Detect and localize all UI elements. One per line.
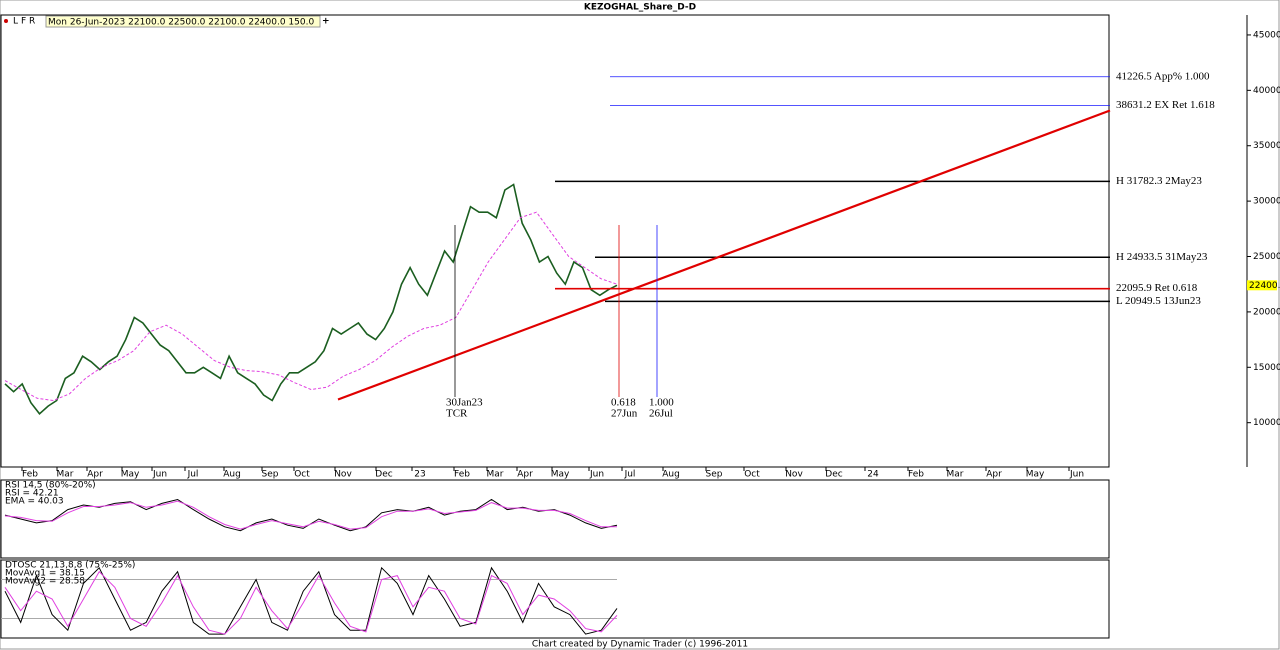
series-line xyxy=(4,570,618,635)
x-tick-label: Jul xyxy=(187,470,199,480)
legend-entry: MovAvg1 = 38.15 xyxy=(5,569,85,579)
x-tick-label: Sep xyxy=(262,470,279,480)
toolbar-dot xyxy=(4,19,8,23)
marker-label: 26Jul xyxy=(649,408,673,420)
marker-label: 0.618 xyxy=(611,397,636,409)
x-tick-label: Sep xyxy=(706,470,723,480)
panel-title: RSI 14,5 (80%-20%) xyxy=(5,481,96,491)
quote-bar: Mon 26-Jun-2023 22100.0 22500.0 22100.0 … xyxy=(48,18,314,28)
legend-entry: MovAvg2 = 28.58 xyxy=(5,577,85,587)
level-label: L 20949.5 13Jun23 xyxy=(1116,295,1201,307)
x-tick-label: Feb xyxy=(454,470,470,480)
trendline xyxy=(337,109,1111,401)
x-tick-label: Oct xyxy=(294,470,310,480)
level-label: 22095.9 Ret 0.618 xyxy=(1116,282,1198,294)
x-tick-label: Nov xyxy=(785,470,803,480)
series-line xyxy=(4,183,618,415)
marker-label: TCR xyxy=(446,408,468,420)
series-line xyxy=(4,211,618,402)
series-line xyxy=(4,566,618,635)
level-label: 41226.5 App% 1.000 xyxy=(1116,70,1210,82)
y-tick-label: 10000.0 xyxy=(1253,418,1280,428)
last-price-label: 22400.0 xyxy=(1249,281,1280,291)
rsi-panel xyxy=(0,479,1110,559)
legend-entry: RSI = 42.21 xyxy=(5,489,59,499)
x-tick-label: Oct xyxy=(744,470,760,480)
x-tick-label: Jun xyxy=(589,470,604,480)
x-tick-label: Mar xyxy=(947,470,964,480)
dtosc-panel xyxy=(0,559,1110,639)
chart-title: KEZOGHAL_Share_D-D xyxy=(584,3,696,13)
x-tick-label: Aug xyxy=(662,470,680,480)
marker-label: 30Jan23 xyxy=(446,397,483,409)
x-tick-label: May xyxy=(121,470,140,480)
x-tick-label: Jun xyxy=(1069,470,1084,480)
level-label: H 31782.3 2May23 xyxy=(1116,175,1202,187)
legend-entry: EMA = 40.03 xyxy=(5,497,64,507)
series-line xyxy=(4,500,617,530)
x-tick-label: Dec xyxy=(375,470,392,480)
add-button[interactable]: + xyxy=(322,17,330,27)
x-tick-label: 24 xyxy=(867,470,879,480)
toolbar-button: R xyxy=(29,17,35,27)
marker-label: 27Jun xyxy=(611,408,638,420)
x-tick-label: May xyxy=(1026,470,1045,480)
toolbar-button: F xyxy=(21,17,26,27)
level-label: H 24933.5 31May23 xyxy=(1116,251,1208,263)
x-tick-label: Jun xyxy=(152,470,167,480)
y-tick-label: 15000.0 xyxy=(1253,363,1280,373)
marker-label: 1.000 xyxy=(649,397,674,409)
last-price-box xyxy=(1247,280,1277,291)
x-tick-label: Jul xyxy=(624,470,636,480)
footer: Chart created by Dynamic Trader (c) 1996… xyxy=(532,640,748,650)
quote-box xyxy=(45,15,321,28)
x-tick-label: Feb xyxy=(22,470,38,480)
y-tick-label: 25000.0 xyxy=(1253,252,1280,262)
y-tick-label: 40000.0 xyxy=(1253,86,1280,96)
y-tick-label: 35000.0 xyxy=(1253,141,1280,151)
x-tick-label: Dec xyxy=(825,470,842,480)
y-tick-label: 20000.0 xyxy=(1253,307,1280,317)
x-tick-label: Apr xyxy=(87,470,103,480)
main-panel xyxy=(0,14,1110,468)
series-line xyxy=(4,498,618,532)
x-tick-label: 23 xyxy=(414,470,425,480)
x-tick-label: Mar xyxy=(487,470,504,480)
toolbar-button: L xyxy=(13,17,18,27)
y-tick-label: 30000.0 xyxy=(1253,197,1280,207)
x-tick-label: Mar xyxy=(57,470,74,480)
y-tick-label: 45000.0 xyxy=(1253,30,1280,40)
x-tick-label: Aug xyxy=(223,470,241,480)
x-tick-label: Apr xyxy=(986,470,1002,480)
panel-title: DTOSC 21,13,8,8 (75%-25%) xyxy=(5,561,135,571)
x-tick-label: Feb xyxy=(908,470,924,480)
x-tick-label: Apr xyxy=(517,470,533,480)
x-tick-label: Nov xyxy=(334,470,352,480)
x-tick-label: May xyxy=(551,470,570,480)
level-label: 38631.2 EX Ret 1.618 xyxy=(1116,99,1215,111)
